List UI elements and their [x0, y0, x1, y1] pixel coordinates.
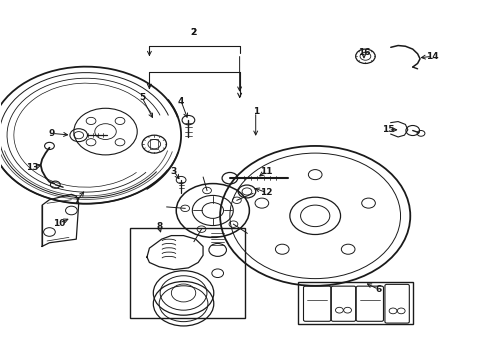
Text: 14: 14: [425, 52, 438, 61]
Text: 2: 2: [190, 28, 196, 37]
Text: 12: 12: [260, 188, 272, 197]
Text: 13: 13: [26, 163, 39, 172]
Bar: [150, 139, 158, 149]
Text: 4: 4: [178, 96, 184, 105]
Text: 3: 3: [170, 167, 177, 176]
Bar: [298, 282, 412, 324]
Text: 10: 10: [53, 219, 65, 228]
Text: 1: 1: [252, 107, 258, 116]
Bar: [130, 228, 244, 318]
Text: 2: 2: [190, 28, 196, 37]
Text: 7: 7: [73, 197, 79, 206]
Text: 15: 15: [381, 125, 394, 134]
Text: 9: 9: [49, 129, 55, 138]
Text: 16: 16: [357, 48, 369, 57]
Text: 6: 6: [375, 285, 381, 294]
Text: 8: 8: [156, 222, 162, 231]
Text: 5: 5: [139, 93, 145, 102]
Text: 11: 11: [260, 167, 272, 176]
